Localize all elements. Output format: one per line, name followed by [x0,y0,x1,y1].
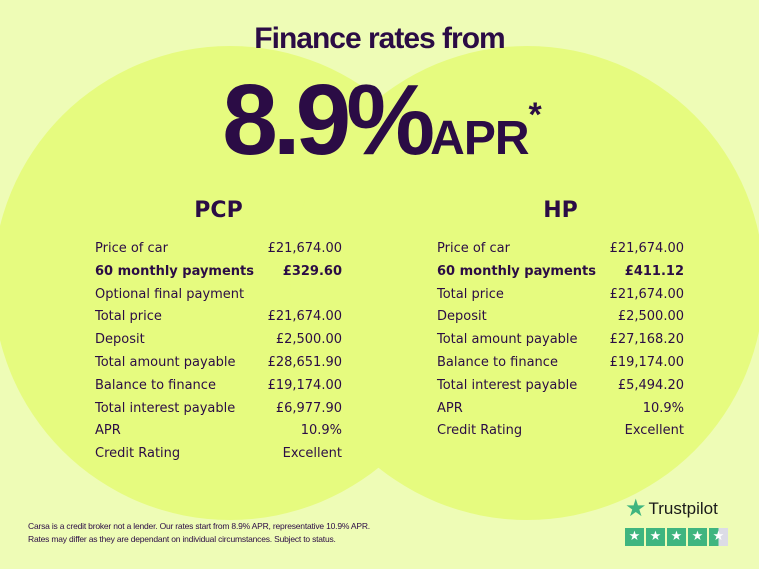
row-value: £19,174.00 [267,377,342,393]
row-label: 60 monthly payments [95,263,254,279]
asterisk: * [528,96,542,134]
table-row: Optional final payment [95,284,342,307]
row-label: Balance to finance [437,354,558,370]
row-label: APR [437,400,463,416]
row-label: Total price [95,309,162,325]
row-value: £329.60 [282,263,342,279]
row-label: Total price [437,286,504,302]
headline: Finance rates from [254,22,505,55]
table-row: Price of car £21,674.00 [95,238,342,261]
row-label: Total amount payable [95,354,236,370]
row-value: £28,651.90 [267,354,342,370]
row-label: Deposit [437,309,487,325]
row-label: Balance to finance [95,377,216,393]
row-value: £5,494.20 [617,377,684,393]
row-label: Total interest payable [437,377,578,393]
table-row: Total interest payable £6,977.90 [95,398,342,421]
row-label: 60 monthly payments [437,263,596,279]
table-row: Total interest payable £5,494.20 [437,375,684,398]
row-label: Total interest payable [95,400,236,416]
table-row: Balance to finance £19,174.00 [437,352,684,375]
table-row: 60 monthly payments £411.12 [437,261,684,284]
table-row: Total amount payable £27,168.20 [437,329,684,352]
apr-label: APR [430,112,529,165]
table-row: APR 10.9% [437,398,684,421]
background-circle-right [290,46,759,520]
row-value: 10.9% [300,423,342,439]
table-row: Balance to finance £19,174.00 [95,375,342,398]
table-row: Total amount payable £28,651.90 [95,352,342,375]
table-row: Total price £21,674.00 [95,306,342,329]
row-label: Price of car [437,241,510,256]
row-value: £411.12 [624,263,684,279]
table-row: Deposit £2,500.00 [437,306,684,329]
row-value: £6,977.90 [275,400,342,416]
star-icon: ★ [688,528,707,546]
star-icon: ★ [646,528,665,546]
star-icon: ★ [625,528,644,546]
row-value: £2,500.00 [275,332,342,348]
row-value: £21,674.00 [267,309,342,325]
row-value: £21,674.00 [609,286,684,302]
row-value: £27,168.20 [609,332,684,348]
row-value: Excellent [282,446,342,462]
table-row: Credit Rating Excellent [95,443,342,466]
table-row: Total price £21,674.00 [437,284,684,307]
pcp-table: PCP Price of car £21,674.00 60 monthly pay… [95,198,342,466]
star-icon: ★ [667,528,686,546]
row-label: Optional final payment [95,286,245,302]
hp-table: HP Price of car £21,674.00 60 monthly paym… [437,198,684,443]
row-label: Price of car [95,241,168,256]
table-row: APR 10.9% [95,420,342,443]
rate-value: 8.9% [222,64,435,176]
trustpilot-rating: ★ ★ ★ ★ ★ [625,528,728,546]
row-label: Deposit [95,332,145,348]
row-label: APR [95,423,121,439]
row-value: £21,674.00 [609,241,684,256]
trustpilot-star-icon: ★ [625,495,647,522]
disclaimer: Carsa is a credit broker not a lender. O… [28,520,370,546]
table-row: Price of car £21,674.00 [437,238,684,261]
table-row: Deposit £2,500.00 [95,329,342,352]
pcp-title: PCP [194,198,243,223]
trustpilot-name: Trustpilot [648,498,718,518]
row-value: £21,674.00 [267,241,342,256]
star-icon: ★ [709,528,728,546]
row-value: Excellent [624,423,684,439]
row-value: £2,500.00 [617,309,684,325]
trustpilot-badge[interactable]: ★ Trustpilot ★ ★ ★ ★ ★ [625,494,728,546]
disclaimer-line: Carsa is a credit broker not a lender. O… [28,521,370,531]
row-label: Total amount payable [437,332,578,348]
row-value: 10.9% [642,400,684,416]
row-label: Credit Rating [95,446,181,462]
table-row: Credit Rating Excellent [437,420,684,443]
row-label: Credit Rating [437,423,523,439]
row-value: £19,174.00 [609,354,684,370]
rate-headline: 8.9%APR* [0,60,759,194]
table-row: 60 monthly payments £329.60 [95,261,342,284]
disclaimer-line: Rates may differ as they are dependant o… [28,534,336,544]
hp-title: HP [543,198,578,223]
